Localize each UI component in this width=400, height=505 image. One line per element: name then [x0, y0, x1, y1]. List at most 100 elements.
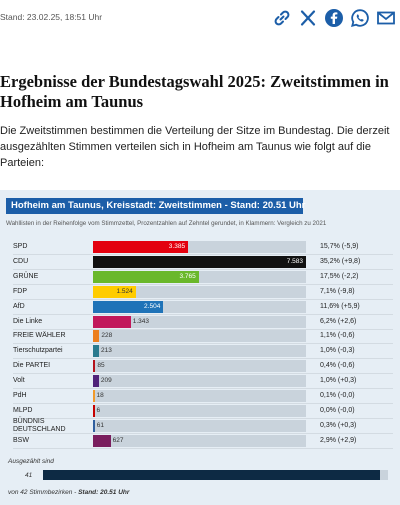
chart-subtitle: Wahllisten in der Reihenfolge vom Stimmz… [6, 220, 327, 227]
row-divider [13, 388, 393, 390]
bar [93, 390, 95, 402]
bar-track: 3.765 [93, 270, 306, 283]
percent-label: 17,5% (-2,2) [320, 272, 359, 280]
percent-label: 11,6% (+5,9) [320, 302, 360, 310]
whatsapp-icon[interactable] [350, 8, 370, 28]
row-divider [13, 283, 393, 285]
bar-value-label: 61 [96, 421, 104, 429]
counted-progress-track [43, 470, 388, 480]
bar-value-label: 3.765 [179, 272, 196, 280]
chart-title: Hofheim am Taunus, Kreisstadt: Zweitstim… [6, 198, 305, 214]
bar-value-label: 85 [97, 362, 105, 370]
party-label: SPD [13, 243, 28, 250]
bar [93, 375, 99, 388]
party-label: CDU [13, 257, 29, 265]
party-label: GRÜNE [13, 272, 39, 280]
bar [93, 270, 199, 283]
facebook-icon[interactable] [324, 8, 344, 28]
row-divider [13, 268, 393, 270]
bar-row: Die Linke 1.343 6,2% (+2,6) [0, 315, 400, 329]
bar-value-label: 627 [112, 436, 124, 444]
bar [93, 330, 100, 343]
counted-value: 41 [25, 472, 33, 479]
bar-row: MLPD 6 0,0% (-0,0) [0, 404, 400, 418]
bar-track: 228 [93, 330, 306, 343]
percent-label: 1,1% (-0,6) [320, 332, 355, 340]
bar-track: 2.504 [93, 300, 306, 313]
counted-label: Ausgezählt sind [8, 458, 54, 465]
bar-row: AfD 2.504 11,6% (+5,9) [0, 300, 400, 314]
row-divider [13, 358, 393, 360]
x-icon[interactable] [298, 8, 318, 28]
percent-label: 7,1% (-9,8) [320, 287, 355, 295]
row-divider [13, 313, 393, 315]
mail-icon[interactable] [376, 8, 396, 28]
party-label: MLPD [13, 406, 33, 414]
bar-value-label: 228 [101, 332, 113, 340]
row-divider [13, 403, 393, 404]
bar-row: BSW 627 2,9% (+2,9) [0, 434, 400, 448]
row-divider [13, 298, 393, 300]
bar-track: 627 [93, 434, 306, 447]
percent-label: 0,1% (-0,0) [320, 392, 355, 399]
bar-track: 209 [93, 375, 306, 388]
bar [93, 241, 189, 253]
percent-label: 2,9% (+2,9) [320, 436, 357, 444]
counted-footer: von 42 Stimmbezirken - Stand: 20.51 Uhr [8, 489, 129, 496]
party-label: Die PARTEI [13, 362, 51, 370]
bar [93, 255, 306, 268]
bar-track: 6 [93, 404, 306, 417]
percent-label: 15,7% (-5,9) [320, 243, 359, 250]
article-intro: Die Zweitstimmen bestimmen die Verteilun… [0, 125, 390, 169]
bar [93, 419, 95, 432]
bar-row: BÜNDNIS DEUTSCHLAND 61 0,3% (+0,3) [0, 417, 400, 433]
bar-track: 213 [93, 345, 306, 358]
bar-value-label: 3.385 [168, 243, 186, 250]
bar-track: 1.343 [93, 315, 306, 328]
bar-value-label: 209 [100, 377, 112, 385]
bar-value-label: 1.343 [132, 317, 149, 325]
bar-row: FDP 1.524 7,1% (-9,8) [0, 285, 400, 299]
party-label: Volt [13, 377, 25, 385]
bar [93, 300, 164, 313]
bar-value-label: 213 [100, 347, 112, 355]
row-divider [13, 343, 393, 345]
bar-row: SPD 3.385 15,7% (-5,9) [0, 240, 400, 254]
percent-label: 1,0% (+0,3) [320, 377, 357, 385]
percent-label: 1,0% (-0,3) [320, 347, 355, 355]
bar [93, 360, 96, 373]
link-icon[interactable] [272, 8, 292, 28]
percent-label: 0,4% (-0,6) [320, 362, 355, 370]
percent-label: 0,0% (-0,0) [320, 406, 355, 414]
party-label: Die Linke [13, 317, 43, 325]
bar-row: CDU 7.583 35,2% (+9,8) [0, 255, 400, 269]
party-label: Tierschutzpartei [13, 347, 63, 355]
bar-row: GRÜNE 3.765 17,5% (-2,2) [0, 270, 400, 284]
bar-row: Volt 209 1,0% (+0,3) [0, 374, 400, 388]
row-divider [13, 447, 393, 449]
bar-row: FREIE WÄHLER 228 1,1% (-0,6) [0, 329, 400, 343]
percent-label: 35,2% (+9,8) [320, 257, 361, 265]
row-divider [13, 328, 393, 330]
bar [93, 434, 111, 447]
row-divider [13, 417, 393, 419]
counted-footer-stand: Stand: 20.51 Uhr [78, 489, 130, 496]
row-divider [13, 254, 393, 255]
bar-value-label: 18 [96, 392, 104, 399]
timestamp: Stand: 23.02.25, 18:51 Uhr [0, 12, 103, 22]
party-label: PdH [13, 392, 27, 399]
party-label: BÜNDNIS DEUTSCHLAND [13, 417, 66, 433]
bar [93, 285, 136, 298]
bar [93, 404, 95, 417]
bar [93, 345, 99, 358]
bar-track: 7.583 [93, 255, 306, 268]
bar-track: 61 [93, 419, 306, 432]
counted-footer-prefix: von 42 Stimmbezirken - [8, 489, 79, 496]
bar-row: Die PARTEI 85 0,4% (-0,6) [0, 359, 400, 373]
article-meta-bar: Stand: 23.02.25, 18:51 Uhr [0, 0, 400, 36]
bar-track: 3.385 [93, 241, 306, 253]
bar [93, 315, 131, 328]
bar-row: Tierschutzpartei 213 1,0% (-0,3) [0, 344, 400, 358]
share-bar [272, 8, 396, 28]
bar-value-label: 6 [96, 406, 101, 414]
